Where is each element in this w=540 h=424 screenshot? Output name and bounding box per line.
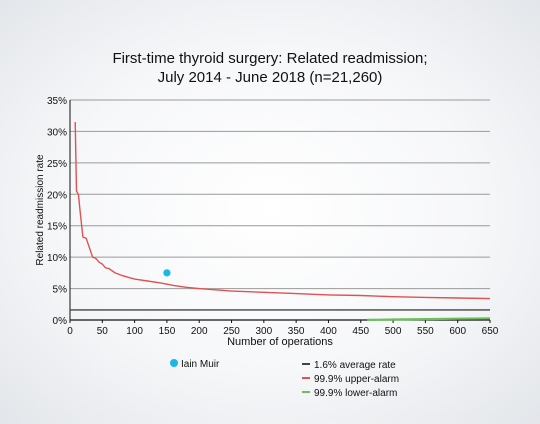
- x-tick-label: 500: [385, 326, 402, 337]
- data-point: [163, 269, 171, 277]
- legend-label: Iain Muir: [181, 359, 220, 370]
- y-tick-label: 10%: [47, 253, 67, 264]
- x-tick-label: 450: [352, 326, 369, 337]
- x-tick-label: 200: [191, 326, 208, 337]
- legend-label: 99.9% lower-alarm: [314, 388, 397, 399]
- y-tick-label: 20%: [47, 190, 67, 201]
- x-tick-label: 150: [159, 326, 176, 337]
- x-tick-label: 100: [126, 326, 143, 337]
- data-points: [163, 269, 171, 277]
- y-tick-label: 0%: [53, 316, 68, 327]
- y-tick-label: 35%: [47, 96, 67, 107]
- x-tick-label: 50: [97, 326, 109, 337]
- axes: 0% 5% 10% 15% 20% 25% 30% 35% 0 50 100 150 200 250 300…: [47, 96, 499, 337]
- legend-marker: [170, 359, 178, 367]
- legend-label: 1.6% average rate: [314, 360, 396, 371]
- x-tick-label: 600: [449, 326, 466, 337]
- x-tick-label: 400: [320, 326, 337, 337]
- legend: Iain Muir 1.6% average rate 99.9% upper-al…: [170, 359, 399, 399]
- x-tick-label: 250: [223, 326, 240, 337]
- y-tick-label: 5%: [53, 285, 68, 296]
- x-tick-label: 350: [288, 326, 305, 337]
- y-tick-label: 30%: [47, 127, 67, 138]
- y-axis-label: Related readmission rate: [35, 154, 46, 266]
- x-tick-label: 650: [482, 326, 499, 337]
- grid-lines: [70, 99, 490, 290]
- x-tick-label: 300: [256, 326, 273, 337]
- x-tick-label: 0: [67, 326, 73, 337]
- series-lines: [70, 121, 491, 321]
- series-line: [367, 317, 491, 321]
- legend-label: 99.9% upper-alarm: [314, 374, 399, 385]
- x-axis-label: Number of operations: [227, 336, 333, 348]
- chart-subtitle: July 2014 - June 2018 (n=21,260): [158, 69, 383, 86]
- y-tick-label: 25%: [47, 159, 67, 170]
- x-tick-label: 550: [417, 326, 434, 337]
- y-tick-label: 15%: [47, 222, 67, 233]
- series-line: [74, 121, 491, 300]
- chart-title: First-time thyroid surgery: Related read…: [112, 50, 427, 67]
